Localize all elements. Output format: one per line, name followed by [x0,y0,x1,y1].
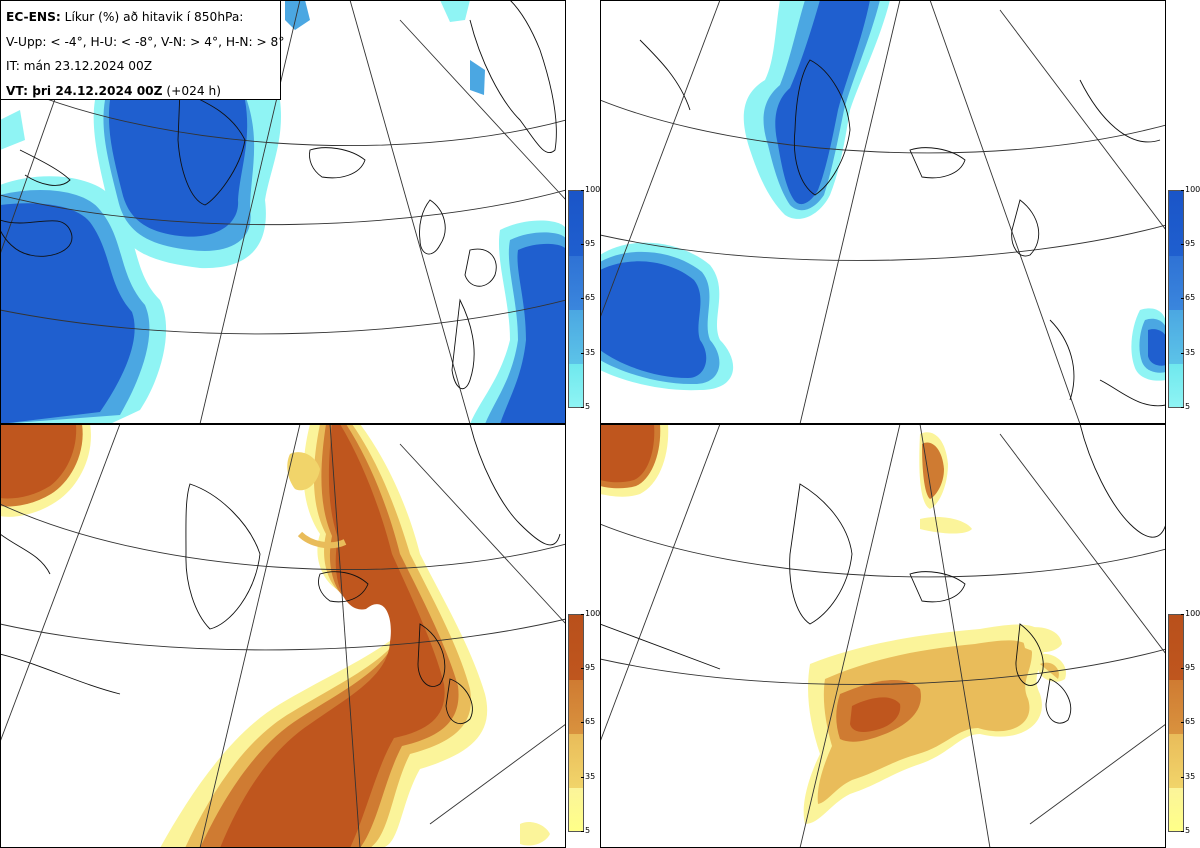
colorbar-tick: 5 [1180,402,1191,411]
colorbar-tick: 100 [1180,609,1200,618]
colorbar-tick: 100 [580,185,601,194]
graticule [600,0,1166,424]
probability-field [600,0,1166,391]
colorbar-tick: 100 [1180,185,1200,194]
probability-field [0,0,566,424]
title-line-2: V-Upp: < -4°, H-U: < -8°, V-N: > 4°, H-N… [6,34,285,49]
graticule [600,424,1166,848]
map-panel-cold-4: EC-ENS: Líkur (%) að hitavik í 850hPa: V… [0,0,566,424]
map-canvas [600,424,1166,848]
title-box: EC-ENS: Líkur (%) að hitavik í 850hPa: V… [0,0,285,100]
colorbar-tick: 95 [580,663,596,672]
colorbar-tick: 65 [1180,293,1196,302]
coastlines [0,424,561,724]
graticule [0,424,566,848]
colorbar-tick: 35 [580,772,596,781]
probability-field [0,424,550,848]
colorbar-tick: 95 [580,239,596,248]
map-panel-cold-8 [600,0,1166,424]
colorbar-tick: 65 [580,293,596,302]
title-line-4: VT: þri 24.12.2024 00Z (+024 h) [6,83,221,98]
map-canvas [600,0,1166,424]
colorbar-tick: 5 [580,402,591,411]
colorbar-tick: 65 [1180,717,1196,726]
colorbar-tick: 35 [1180,348,1196,357]
colorbar-tick: 95 [1180,239,1196,248]
colorbar-tick: 95 [1180,663,1196,672]
map-canvas [0,0,566,424]
colorbar-tick: 35 [1180,772,1196,781]
title-line-3: IT: mán 23.12.2024 00Z [6,59,153,73]
coastlines [639,39,1166,407]
map-canvas [0,424,566,848]
colorbar-tick: 5 [580,826,591,835]
coastlines [600,424,1166,724]
coastlines [0,0,557,390]
colorbar-tick: 65 [580,717,596,726]
colorbar-tick: 100 [580,609,601,618]
colorbar-tick: 5 [1180,826,1191,835]
colorbar-tick: 35 [580,348,596,357]
map-panel-warm-8 [600,424,1166,848]
title-line-1: EC-ENS: Líkur (%) að hitavik í 850hPa: [6,10,244,24]
probability-field [600,424,1066,824]
map-panel-warm-4 [0,424,566,848]
